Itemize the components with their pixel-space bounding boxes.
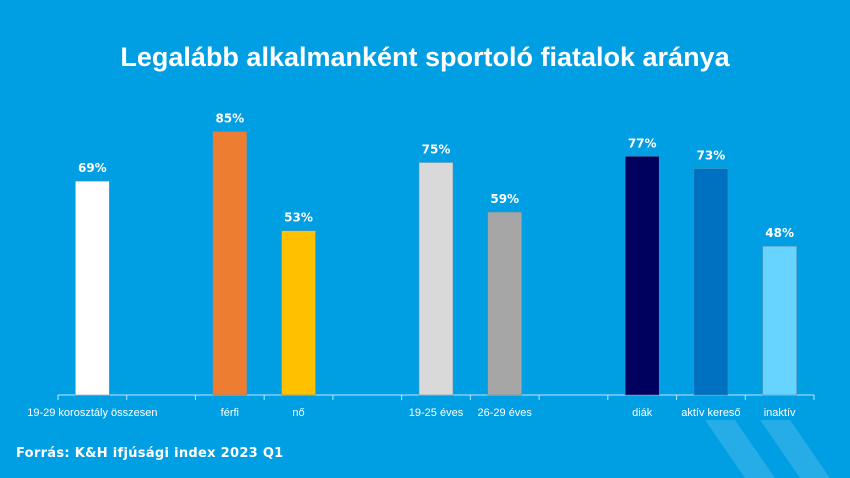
bar — [487, 211, 522, 396]
x-tick-label: inaktív — [764, 407, 796, 419]
data-label: 73% — [697, 149, 726, 163]
bar — [281, 230, 316, 396]
x-tick-label: 19-25 éves — [409, 407, 464, 419]
x-tick-label: 26-29 éves — [478, 407, 533, 419]
data-label: 77% — [628, 136, 657, 150]
bar — [693, 168, 729, 396]
bar — [762, 245, 797, 396]
data-label: 53% — [284, 211, 313, 225]
bar — [212, 131, 248, 396]
decorative-chevrons-icon — [705, 420, 830, 478]
x-tick-label: aktív kereső — [681, 407, 740, 419]
bar — [418, 162, 454, 396]
bar — [75, 180, 110, 396]
bar — [624, 156, 660, 396]
x-tick-label: nő — [292, 407, 304, 419]
data-label: 59% — [490, 192, 519, 206]
data-label: 85% — [215, 112, 244, 126]
data-label: 75% — [422, 143, 451, 157]
chart-title: Legalább alkalmanként sportoló fiatalok … — [120, 42, 730, 72]
data-label: 48% — [765, 226, 794, 240]
x-tick-label: férfi — [221, 407, 239, 419]
source-note: Forrás: K&H ifjúsági index 2023 Q1 — [16, 446, 284, 461]
x-tick-label: diák — [632, 407, 653, 419]
x-tick-label: 19-29 korosztály összesen — [27, 407, 157, 419]
data-label: 69% — [78, 161, 107, 175]
